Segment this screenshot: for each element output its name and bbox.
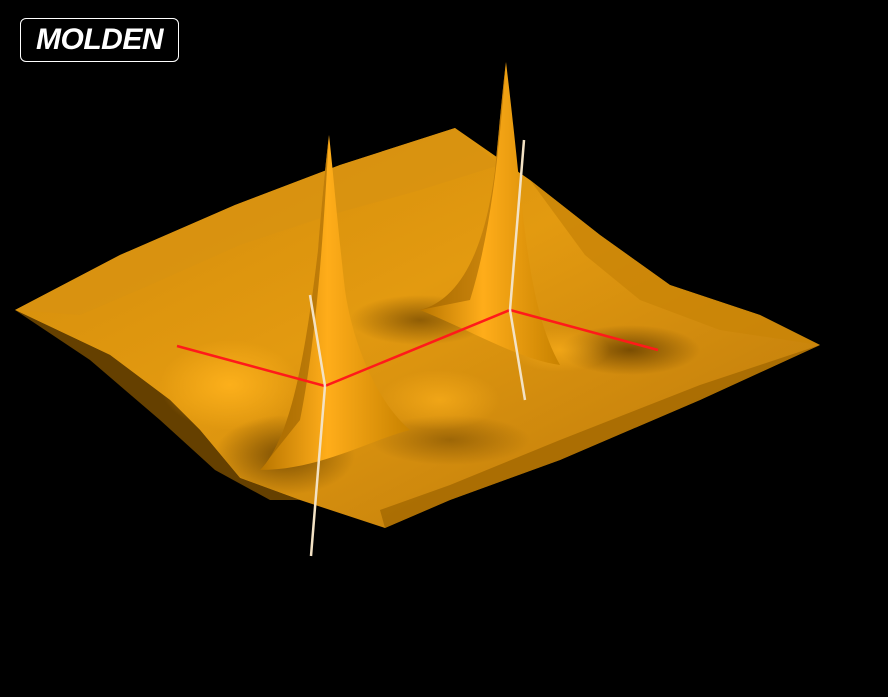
surface-highlight-center	[380, 370, 500, 430]
molecule-bonds	[176, 308, 659, 388]
surface-far-band	[15, 128, 500, 315]
atom-axis-right-lower	[508, 309, 527, 401]
atom-axis-left-lower	[309, 385, 327, 557]
logo-text: MOLDEN	[36, 23, 164, 56]
surface-highlight-left	[160, 340, 300, 430]
surface-peak-left-shadow	[260, 135, 329, 470]
atom-axes	[308, 139, 527, 557]
surface-left-edge	[15, 310, 300, 500]
surface-dip-front	[370, 415, 530, 465]
molden-logo: MOLDEN	[20, 18, 179, 62]
bond-right	[509, 308, 659, 352]
orbital-density-surface	[15, 62, 820, 528]
bond-left	[176, 344, 326, 388]
atom-axis-right	[508, 139, 526, 311]
atom-axis-left	[308, 294, 327, 387]
surface-right-slope	[530, 180, 820, 345]
surface-front-edge	[380, 345, 820, 528]
bond-center	[324, 308, 511, 388]
